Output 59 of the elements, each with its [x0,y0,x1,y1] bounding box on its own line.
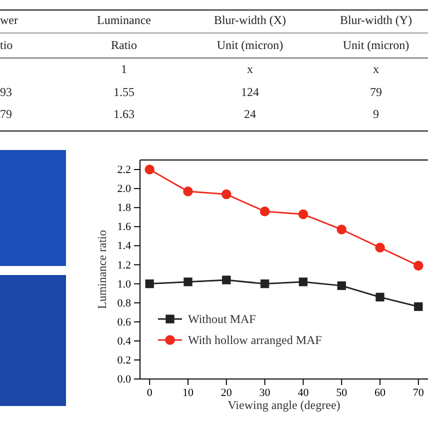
text: Unit (micron) [342,38,410,52]
point [184,278,192,286]
point [336,224,346,234]
point [222,189,232,200]
point [375,242,385,252]
text: tio [0,38,13,52]
x-tick-label: 40 [298,386,310,399]
text: 79 [0,107,12,121]
text: Blur-width (X) [214,13,286,27]
y-tick-label: 1.6 [117,221,132,234]
legend-label: With hollow arranged MAF [188,333,322,347]
point [145,279,154,288]
y-tick-label: 1.4 [117,240,132,252]
y-tick-label: 2.0 [117,183,132,196]
text: Ratio [111,38,137,52]
point [144,164,154,174]
y-tick-label: 0.6 [117,316,132,328]
y-tick-label: 0.0 [117,374,132,386]
text: Unit (micron) [216,38,284,52]
y-tick-label: 1.8 [117,202,132,214]
text: 1.63 [114,107,134,121]
x-tick-label: 0 [146,386,153,399]
text: 79 [370,85,382,99]
x-tick-label: 10 [182,386,194,399]
text: 9 [373,107,379,121]
point [298,278,308,286]
x-tick-label: 30 [259,386,271,399]
y-tick-label: 0.8 [117,297,132,310]
point [260,206,270,216]
text: 93 [0,85,12,99]
point [376,292,384,302]
y-tick-label: 1.0 [117,278,132,290]
y-tick-label: 0.4 [117,335,132,348]
y-tick-label: 1.2 [117,259,131,272]
x-tick-label: 70 [412,386,424,399]
text: 124 [241,85,259,99]
x-axis-title: Viewing angle (degree) [228,398,340,412]
y-axis-title: Luminance ratio [95,230,109,309]
point [414,260,424,271]
text: x [373,62,379,76]
x-tick-label: 50 [336,386,348,399]
x-tick-label: 60 [374,386,386,399]
text: Blur-width (Y) [340,13,412,27]
point [414,302,423,311]
text: wer [0,13,18,27]
point [260,279,270,288]
point [222,276,231,284]
text: 1.55 [114,85,134,99]
text: x [247,62,253,76]
text: 24 [244,107,256,121]
text: 1 [121,62,127,76]
legend-label: Without MAF [188,312,256,326]
y-tick-label: 0.2 [117,354,131,366]
point [183,186,193,196]
x-tick-label: 20 [220,386,232,399]
text: Luminance [97,13,151,27]
point [298,209,308,220]
y-tick-label: 2.2 [117,164,131,176]
point [337,281,346,290]
